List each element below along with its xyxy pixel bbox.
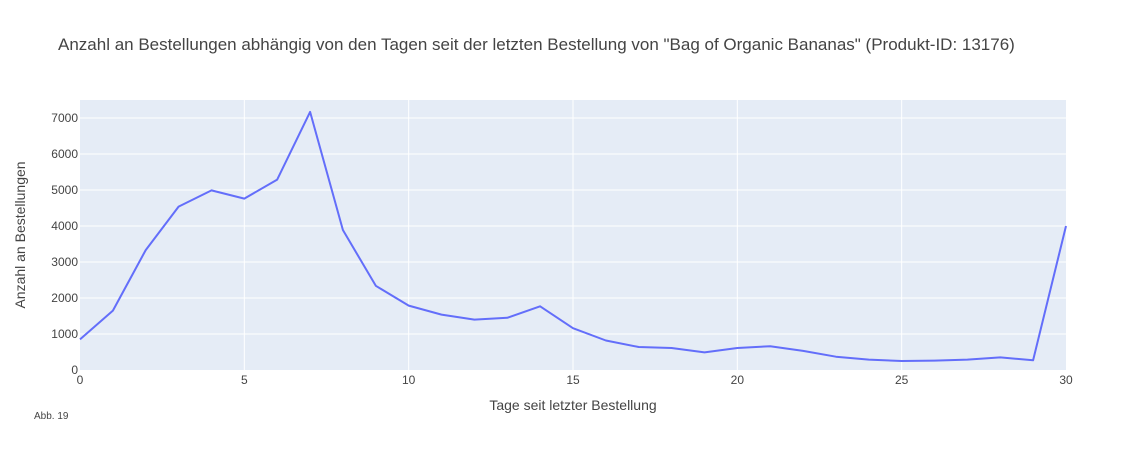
figure-caption: Abb. 19 [34, 411, 69, 422]
x-tick-label: 25 [895, 373, 909, 387]
x-tick-label: 30 [1059, 373, 1073, 387]
y-axis-title: Anzahl an Bestellungen [12, 161, 28, 308]
y-axis-ticks: 0 1000 2000 3000 4000 5000 6000 7000 [51, 111, 78, 377]
series-line [79, 110, 1067, 362]
y-tick-label: 1000 [51, 327, 78, 341]
y-tick-label: 7000 [51, 111, 78, 125]
x-tick-label: 0 [77, 373, 84, 387]
chart-title: Anzahl an Bestellungen abhängig von den … [58, 35, 1015, 54]
y-tick-label: 2000 [51, 291, 78, 305]
x-axis-ticks: 0 5 10 15 20 25 30 [77, 373, 1073, 387]
series-layer [79, 110, 1067, 362]
x-tick-label: 5 [241, 373, 248, 387]
y-tick-label: 6000 [51, 147, 78, 161]
x-tick-label: 10 [402, 373, 416, 387]
y-tick-label: 5000 [51, 183, 78, 197]
y-tick-label: 0 [71, 363, 78, 377]
x-tick-label: 15 [566, 373, 580, 387]
x-axis-title: Tage seit letzter Bestellung [489, 397, 656, 413]
x-tick-label: 20 [731, 373, 745, 387]
grid [80, 100, 1066, 370]
y-tick-label: 4000 [51, 219, 78, 233]
y-tick-label: 3000 [51, 255, 78, 269]
